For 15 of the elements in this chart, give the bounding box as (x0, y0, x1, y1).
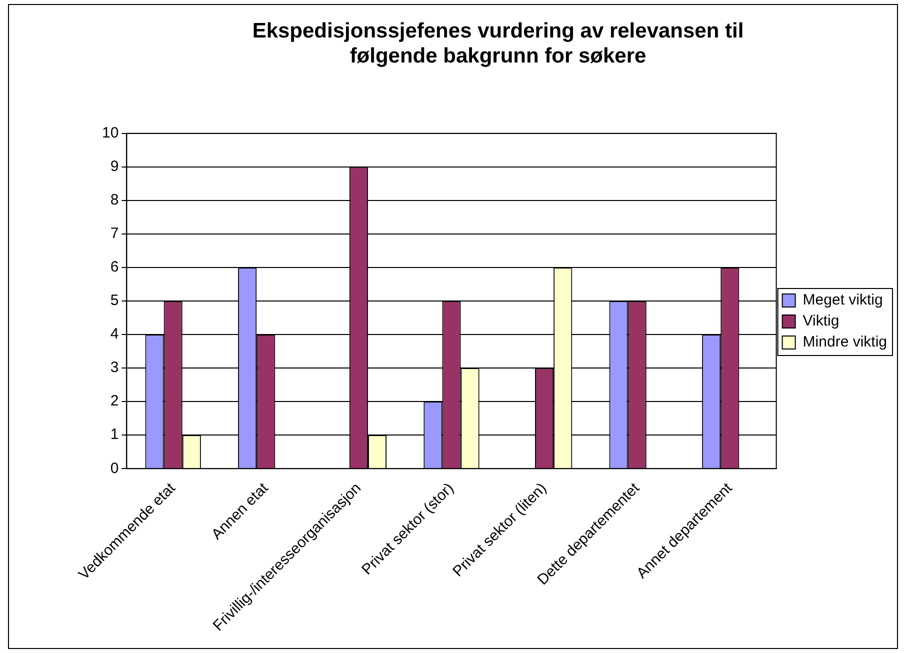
y-tick-label: 0 (110, 460, 119, 477)
legend-label: Viktig (802, 312, 840, 330)
y-tick-label: 9 (110, 158, 119, 176)
y-tick-label: 10 (102, 124, 119, 142)
y-tick-label: 2 (110, 392, 119, 410)
y-tick-label: 6 (110, 258, 119, 276)
legend-label: Mindre viktig (802, 334, 888, 351)
y-tick-label: 1 (110, 426, 119, 444)
y-tick-label: 8 (110, 192, 119, 209)
legend-label: Meget viktig (802, 292, 883, 309)
y-tick-label: 7 (110, 225, 119, 242)
y-tick-label: 5 (110, 292, 119, 310)
y-tick-label: 4 (110, 326, 119, 343)
y-tick-label: 3 (110, 359, 119, 376)
chart-title: Ekspedisjonssjefenes vurdering av relevansen til følgende bakgrunn for søkere (252, 19, 744, 68)
